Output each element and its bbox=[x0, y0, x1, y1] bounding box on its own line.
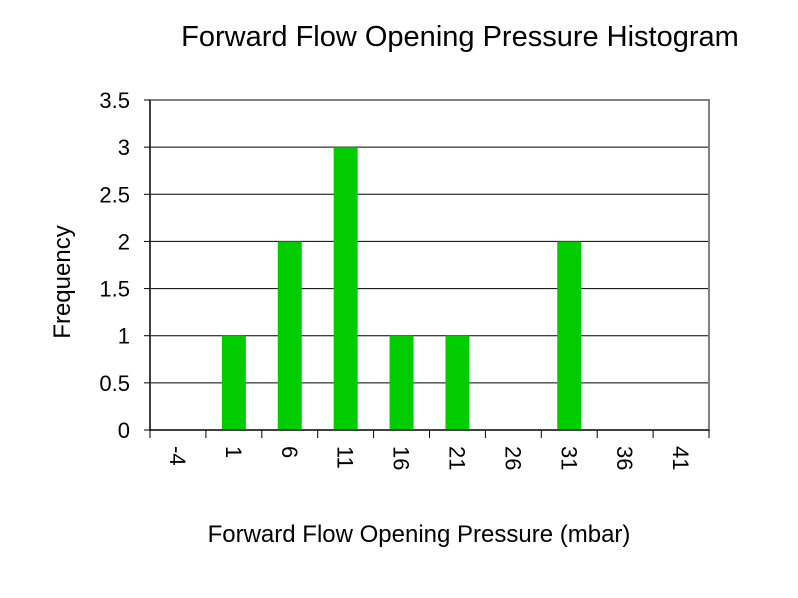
x-tick-label: 26 bbox=[500, 446, 525, 470]
x-tick-label: -4 bbox=[165, 446, 190, 466]
y-tick-label: 2 bbox=[118, 229, 130, 254]
x-tick-label: 31 bbox=[556, 446, 581, 470]
bars bbox=[221, 147, 582, 430]
y-tick-label: 1.5 bbox=[99, 277, 130, 302]
bar bbox=[277, 241, 302, 430]
x-tick-label: 1 bbox=[221, 446, 246, 458]
x-tick-label: 16 bbox=[389, 446, 414, 470]
y-tick-label: 0.5 bbox=[99, 371, 130, 396]
x-tick-label: 36 bbox=[612, 446, 637, 470]
x-tick-label: 41 bbox=[668, 446, 693, 470]
x-axis-label: Forward Flow Opening Pressure (mbar) bbox=[208, 521, 631, 548]
x-axis-ticks: -4 1 6 11 16 21 26 31 36 41 bbox=[149, 430, 710, 470]
y-axis-label: Frequency bbox=[49, 225, 76, 338]
bar bbox=[389, 335, 414, 430]
x-tick-label: 6 bbox=[277, 446, 302, 458]
y-tick-label: 3 bbox=[118, 135, 130, 160]
bar bbox=[221, 335, 246, 430]
y-axis-ticks: 0 0.5 1 1.5 2 2.5 3 3.5 bbox=[99, 88, 150, 443]
x-tick-label: 11 bbox=[333, 446, 358, 469]
x-tick-label: 21 bbox=[444, 446, 469, 470]
bar bbox=[333, 147, 358, 430]
y-tick-label: 3.5 bbox=[99, 88, 130, 113]
y-tick-label: 1 bbox=[118, 324, 130, 349]
y-tick-label: 2.5 bbox=[99, 182, 130, 207]
bar bbox=[445, 335, 470, 430]
chart-title: Forward Flow Opening Pressure Histogram bbox=[181, 21, 739, 53]
bar bbox=[557, 241, 582, 430]
y-tick-label: 0 bbox=[118, 418, 130, 443]
